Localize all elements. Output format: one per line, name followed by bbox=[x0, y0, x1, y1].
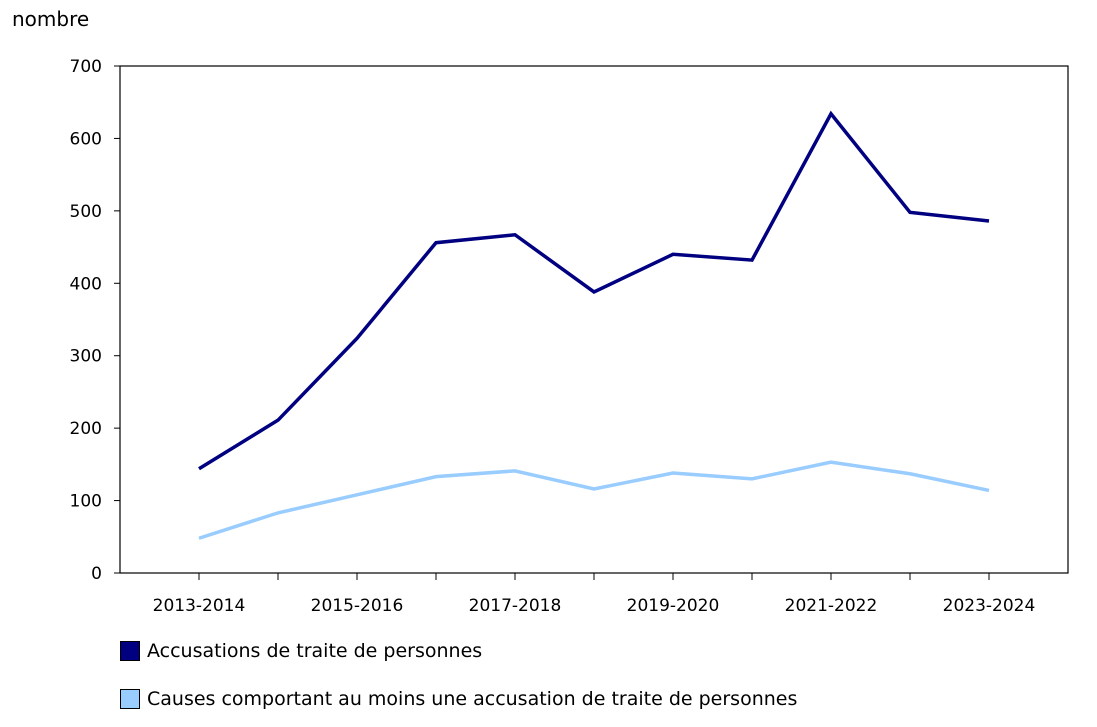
y-tick-label: 400 bbox=[70, 274, 102, 294]
series-line-1 bbox=[198, 460, 990, 540]
y-axis-title: nombre bbox=[12, 7, 89, 31]
y-tick-label: 200 bbox=[70, 419, 102, 439]
y-tick-label: 700 bbox=[70, 57, 102, 77]
y-tick-label: 500 bbox=[70, 202, 102, 222]
x-tick-label: 2023-2024 bbox=[943, 596, 1036, 616]
plot-frame bbox=[119, 65, 1069, 574]
y-tick-label: 100 bbox=[70, 492, 102, 512]
x-tick-label: 2015-2016 bbox=[311, 596, 404, 616]
x-tick-label: 2017-2018 bbox=[469, 596, 562, 616]
legend-swatch-light-blue bbox=[120, 689, 140, 709]
legend-label: Causes comportant au moins une accusatio… bbox=[147, 688, 798, 710]
legend-item-cases: Causes comportant au moins une accusatio… bbox=[120, 688, 797, 710]
x-tick-label: 2021-2022 bbox=[785, 596, 878, 616]
series-line-0 bbox=[198, 110, 990, 471]
y-tick-label: 600 bbox=[70, 129, 102, 149]
legend-label: Accusations de traite de personnes bbox=[147, 640, 483, 662]
x-tick-label: 2013-2014 bbox=[153, 596, 246, 616]
y-tick-label: 0 bbox=[91, 564, 102, 584]
legend-swatch-dark-blue bbox=[120, 641, 140, 661]
legend-item-charges: Accusations de traite de personnes bbox=[120, 640, 482, 662]
x-tick-label: 2019-2020 bbox=[627, 596, 720, 616]
y-tick-label: 300 bbox=[70, 347, 102, 367]
